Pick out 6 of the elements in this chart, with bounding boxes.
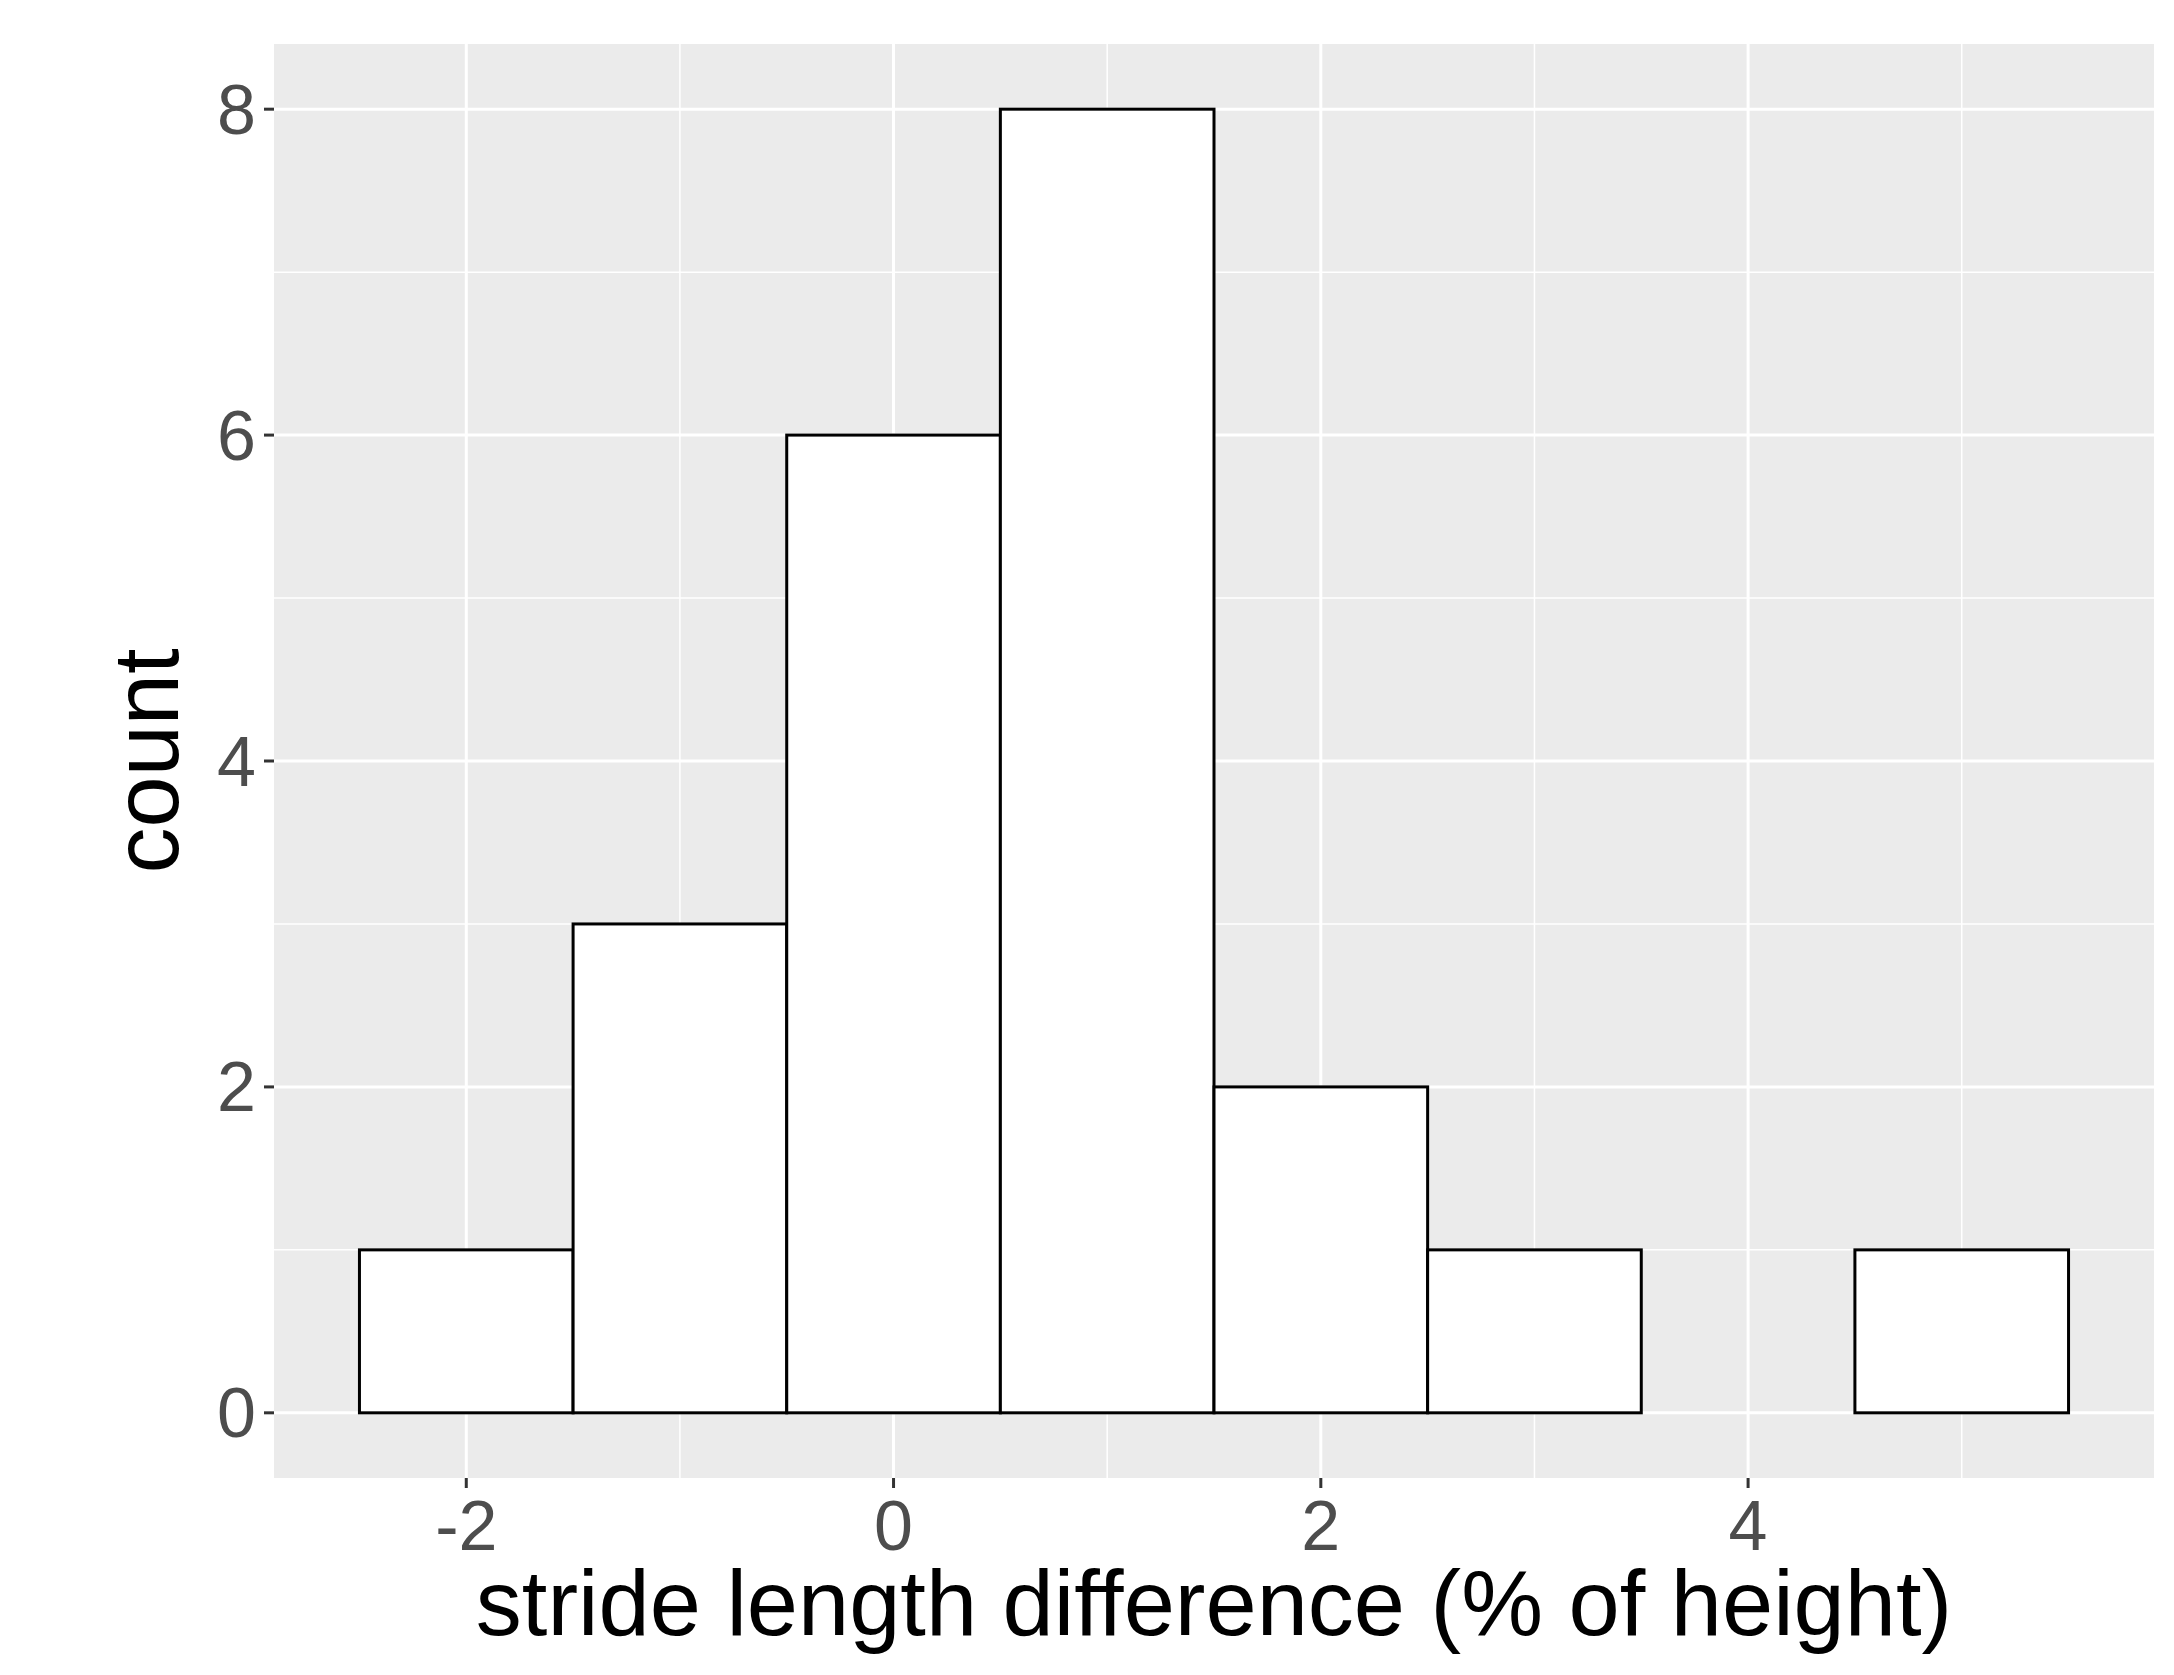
y-tick-label: 4: [217, 722, 256, 801]
y-tick-label: 6: [217, 396, 256, 475]
y-tick-label: 2: [217, 1048, 256, 1127]
y-tick-label: 8: [217, 70, 256, 149]
y-axis-title: count: [95, 648, 197, 874]
y-tick-label: 0: [217, 1374, 256, 1453]
